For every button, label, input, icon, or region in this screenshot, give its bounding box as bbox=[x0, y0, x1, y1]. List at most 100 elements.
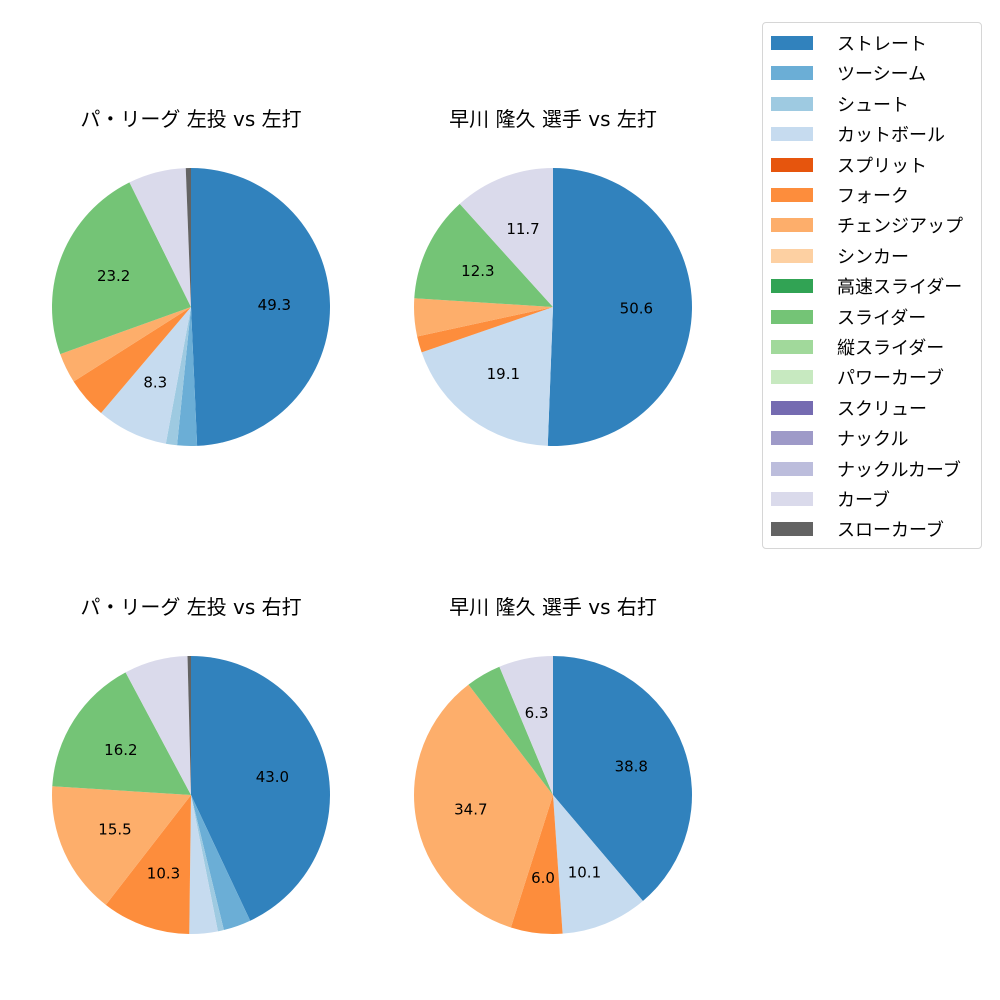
pie-slice bbox=[177, 307, 198, 446]
slice-value-label: 19.1 bbox=[487, 365, 520, 383]
pie-slice bbox=[417, 307, 553, 353]
legend-swatch bbox=[771, 340, 813, 354]
legend-swatch bbox=[771, 522, 813, 537]
legend-item: ストレート bbox=[771, 33, 927, 55]
slice-value-label: 6.0 bbox=[531, 869, 555, 887]
legend-swatch bbox=[771, 66, 813, 81]
legend-swatch bbox=[771, 157, 813, 172]
pie-slice bbox=[459, 168, 553, 307]
legend-label: シンカー bbox=[837, 246, 909, 268]
legend-item: スプリット bbox=[771, 155, 927, 177]
legend-label: スクリュー bbox=[837, 398, 927, 420]
pie-slice bbox=[189, 795, 218, 934]
pie-slice bbox=[413, 684, 553, 928]
pie-slice bbox=[414, 298, 553, 337]
pie-slice bbox=[191, 795, 224, 932]
slice-value-label: 6.3 bbox=[525, 704, 549, 722]
slice-value-label: 10.3 bbox=[147, 865, 180, 883]
legend-label: ツーシーム bbox=[837, 64, 927, 86]
slice-value-label: 34.7 bbox=[454, 800, 487, 818]
slice-value-label: 50.6 bbox=[620, 300, 653, 318]
legend-label: ナックルカーブ bbox=[837, 459, 961, 481]
legend-item: ナックルカーブ bbox=[771, 459, 961, 481]
legend-swatch bbox=[771, 400, 813, 415]
slice-value-label: 49.3 bbox=[258, 296, 291, 314]
slice-value-label: 12.3 bbox=[461, 262, 494, 280]
slice-value-label: 38.8 bbox=[615, 757, 648, 775]
legend-swatch bbox=[771, 279, 813, 294]
pie-slice bbox=[52, 672, 191, 795]
legend-label: フォーク bbox=[837, 186, 909, 207]
legend-item: 高速スライダー bbox=[771, 276, 963, 299]
pie-slice bbox=[129, 168, 191, 307]
legend-label: スライダー bbox=[837, 307, 927, 329]
legend: ストレートツーシームシュートカットボール スプリットフォークチェンジアップ シンカー… bbox=[762, 22, 982, 549]
chart-title-pl-left-vs-right: パ・リーグ 左投 vs 右打 bbox=[80, 595, 302, 619]
legend-item: フォーク bbox=[771, 185, 909, 207]
pie-slice bbox=[547, 168, 692, 446]
legend-item: ツーシーム bbox=[771, 63, 927, 86]
legend-label: 縦スライダー bbox=[837, 338, 945, 359]
pie-slice bbox=[51, 786, 191, 905]
slice-value-label: 43.0 bbox=[256, 768, 289, 786]
legend-label: スローカーブ bbox=[837, 520, 944, 542]
legend-label: パワーカーブ bbox=[837, 368, 944, 390]
pie-slice bbox=[191, 167, 331, 446]
legend-item: スクリュー bbox=[771, 398, 927, 420]
legend-item: パワーカーブ bbox=[771, 367, 944, 390]
pie-slice bbox=[105, 795, 191, 934]
legend-item: ナックル bbox=[771, 428, 909, 451]
legend-swatch bbox=[771, 36, 813, 50]
pie-slice bbox=[414, 203, 553, 307]
slice-value-label: 16.2 bbox=[104, 741, 137, 759]
slice-value-label: 23.2 bbox=[97, 267, 130, 285]
pie-slice bbox=[510, 795, 563, 934]
legend-label: シュート bbox=[837, 94, 909, 116]
pie-slice bbox=[191, 656, 330, 921]
chart-title-hayakawa-vs-left: 早川 隆久 選手 vs 左打 bbox=[449, 107, 657, 131]
pie-slice bbox=[553, 795, 643, 934]
legend-swatch bbox=[771, 96, 813, 111]
legend-item: 縦スライダー bbox=[771, 337, 945, 359]
legend-label: スプリット bbox=[837, 155, 927, 177]
chart-title-pl-left-vs-left: パ・リーグ 左投 vs 左打 bbox=[80, 107, 302, 131]
legend-label: 高速スライダー bbox=[837, 277, 963, 299]
legend-swatch bbox=[771, 188, 813, 202]
pie-slice bbox=[125, 656, 191, 795]
pie-slice bbox=[73, 307, 191, 413]
legend-swatch bbox=[771, 370, 813, 385]
legend-item: チェンジアップ bbox=[771, 215, 963, 238]
legend-swatch bbox=[771, 461, 813, 476]
legend-label: ナックル bbox=[837, 429, 909, 451]
slice-value-label: 8.3 bbox=[143, 373, 167, 391]
pie-slice bbox=[60, 307, 191, 382]
legend-item: カットボール bbox=[771, 124, 945, 147]
pie-slice bbox=[101, 307, 191, 444]
slice-value-label: 11.7 bbox=[506, 220, 539, 238]
slice-value-label: 10.1 bbox=[568, 863, 601, 881]
legend-item: シュート bbox=[771, 94, 909, 116]
legend-item: シンカー bbox=[771, 246, 909, 268]
pie-slice bbox=[51, 182, 191, 355]
legend-swatch bbox=[771, 309, 813, 324]
legend-label: ストレート bbox=[837, 34, 927, 55]
legend-item: カーブ bbox=[771, 489, 890, 511]
legend-label: チェンジアップ bbox=[837, 216, 963, 238]
pie-slice bbox=[191, 795, 251, 931]
slice-value-label: 15.5 bbox=[98, 820, 131, 838]
pie-slice bbox=[165, 307, 191, 446]
legend-swatch bbox=[771, 127, 813, 142]
legend-label: カーブ bbox=[837, 490, 890, 511]
pie-slice bbox=[421, 307, 553, 446]
chart-title-hayakawa-vs-right: 早川 隆久 選手 vs 右打 bbox=[449, 595, 657, 619]
pie-slice bbox=[468, 666, 553, 795]
legend-label: カットボール bbox=[837, 125, 945, 147]
legend-swatch bbox=[771, 218, 813, 233]
legend-swatch bbox=[771, 431, 813, 446]
pie-slice bbox=[499, 656, 553, 795]
pie-slice bbox=[185, 168, 191, 307]
